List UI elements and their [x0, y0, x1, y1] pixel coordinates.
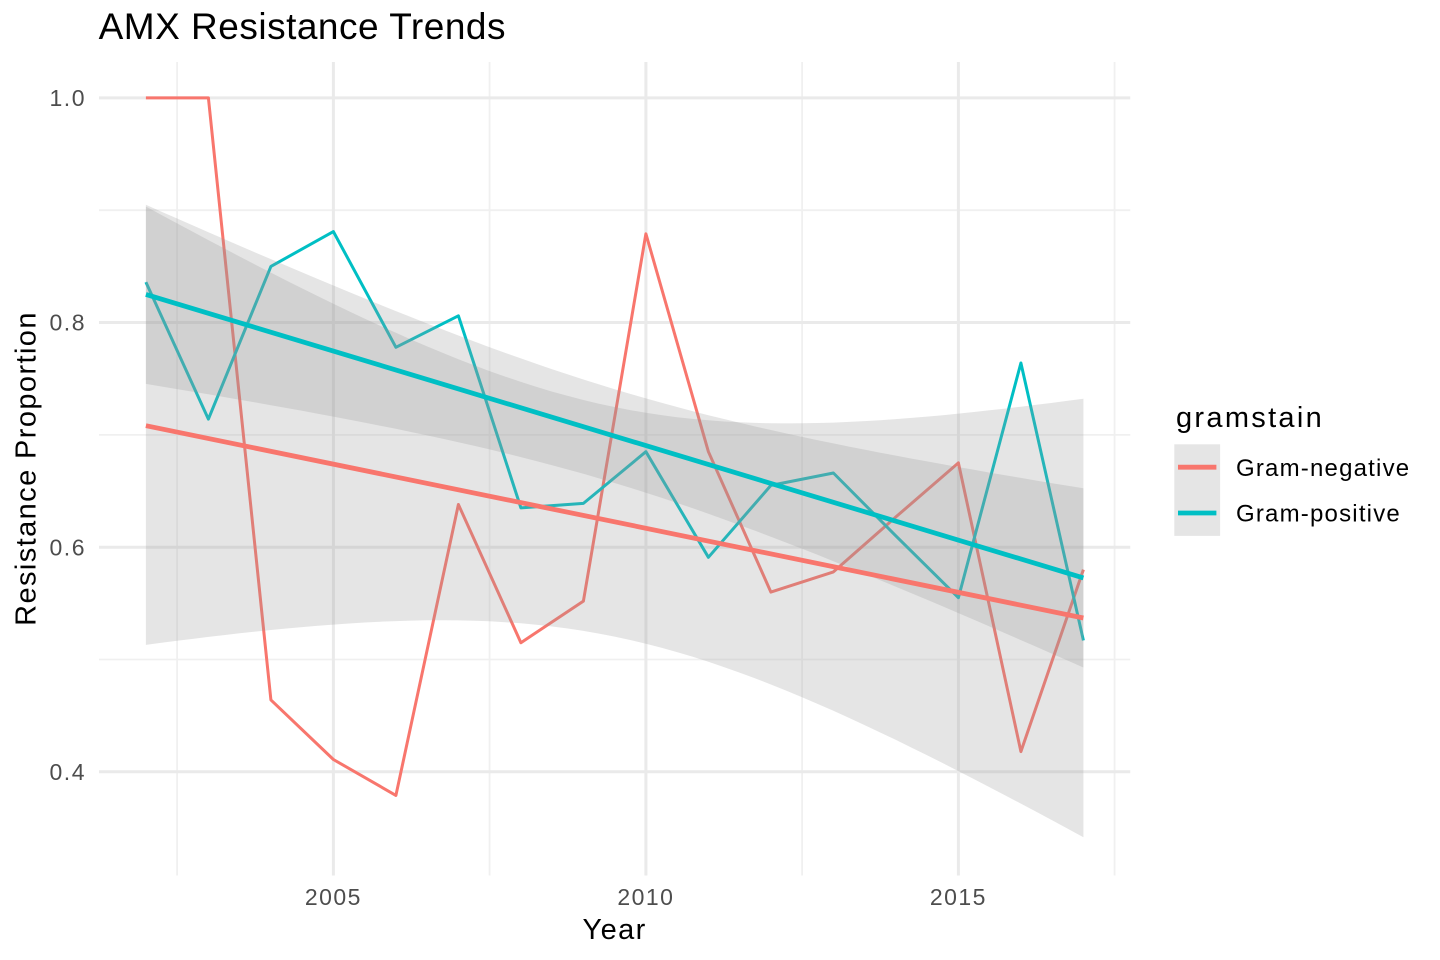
svg-text:2005: 2005: [305, 884, 362, 910]
svg-text:gramstain: gramstain: [1176, 402, 1324, 434]
svg-text:Year: Year: [582, 914, 646, 946]
svg-text:2010: 2010: [617, 884, 674, 910]
svg-text:Resistance Proportion: Resistance Proportion: [11, 311, 43, 626]
svg-text:Gram-positive: Gram-positive: [1236, 501, 1401, 528]
svg-text:AMX Resistance Trends: AMX Resistance Trends: [99, 6, 506, 47]
svg-text:Gram-negative: Gram-negative: [1236, 455, 1410, 482]
svg-text:0.4: 0.4: [50, 759, 86, 785]
svg-text:1.0: 1.0: [50, 85, 86, 111]
svg-text:0.6: 0.6: [50, 534, 86, 560]
svg-text:2015: 2015: [930, 884, 987, 910]
svg-text:0.8: 0.8: [50, 310, 86, 336]
